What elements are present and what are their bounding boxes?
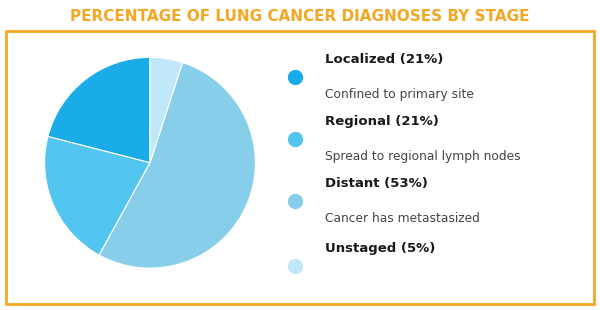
- Text: Cancer has metastasized: Cancer has metastasized: [325, 212, 480, 225]
- Text: Unstaged (5%): Unstaged (5%): [325, 241, 436, 255]
- Text: Regional (21%): Regional (21%): [325, 115, 439, 128]
- Wedge shape: [150, 57, 182, 163]
- Wedge shape: [99, 63, 256, 268]
- Text: Distant (53%): Distant (53%): [325, 177, 428, 190]
- Text: Localized (21%): Localized (21%): [325, 53, 443, 66]
- Wedge shape: [44, 136, 150, 255]
- Wedge shape: [48, 57, 150, 163]
- Text: Spread to regional lymph nodes: Spread to regional lymph nodes: [325, 150, 521, 163]
- Text: Confined to primary site: Confined to primary site: [325, 88, 474, 101]
- Text: PERCENTAGE OF LUNG CANCER DIAGNOSES BY STAGE: PERCENTAGE OF LUNG CANCER DIAGNOSES BY S…: [70, 9, 530, 24]
